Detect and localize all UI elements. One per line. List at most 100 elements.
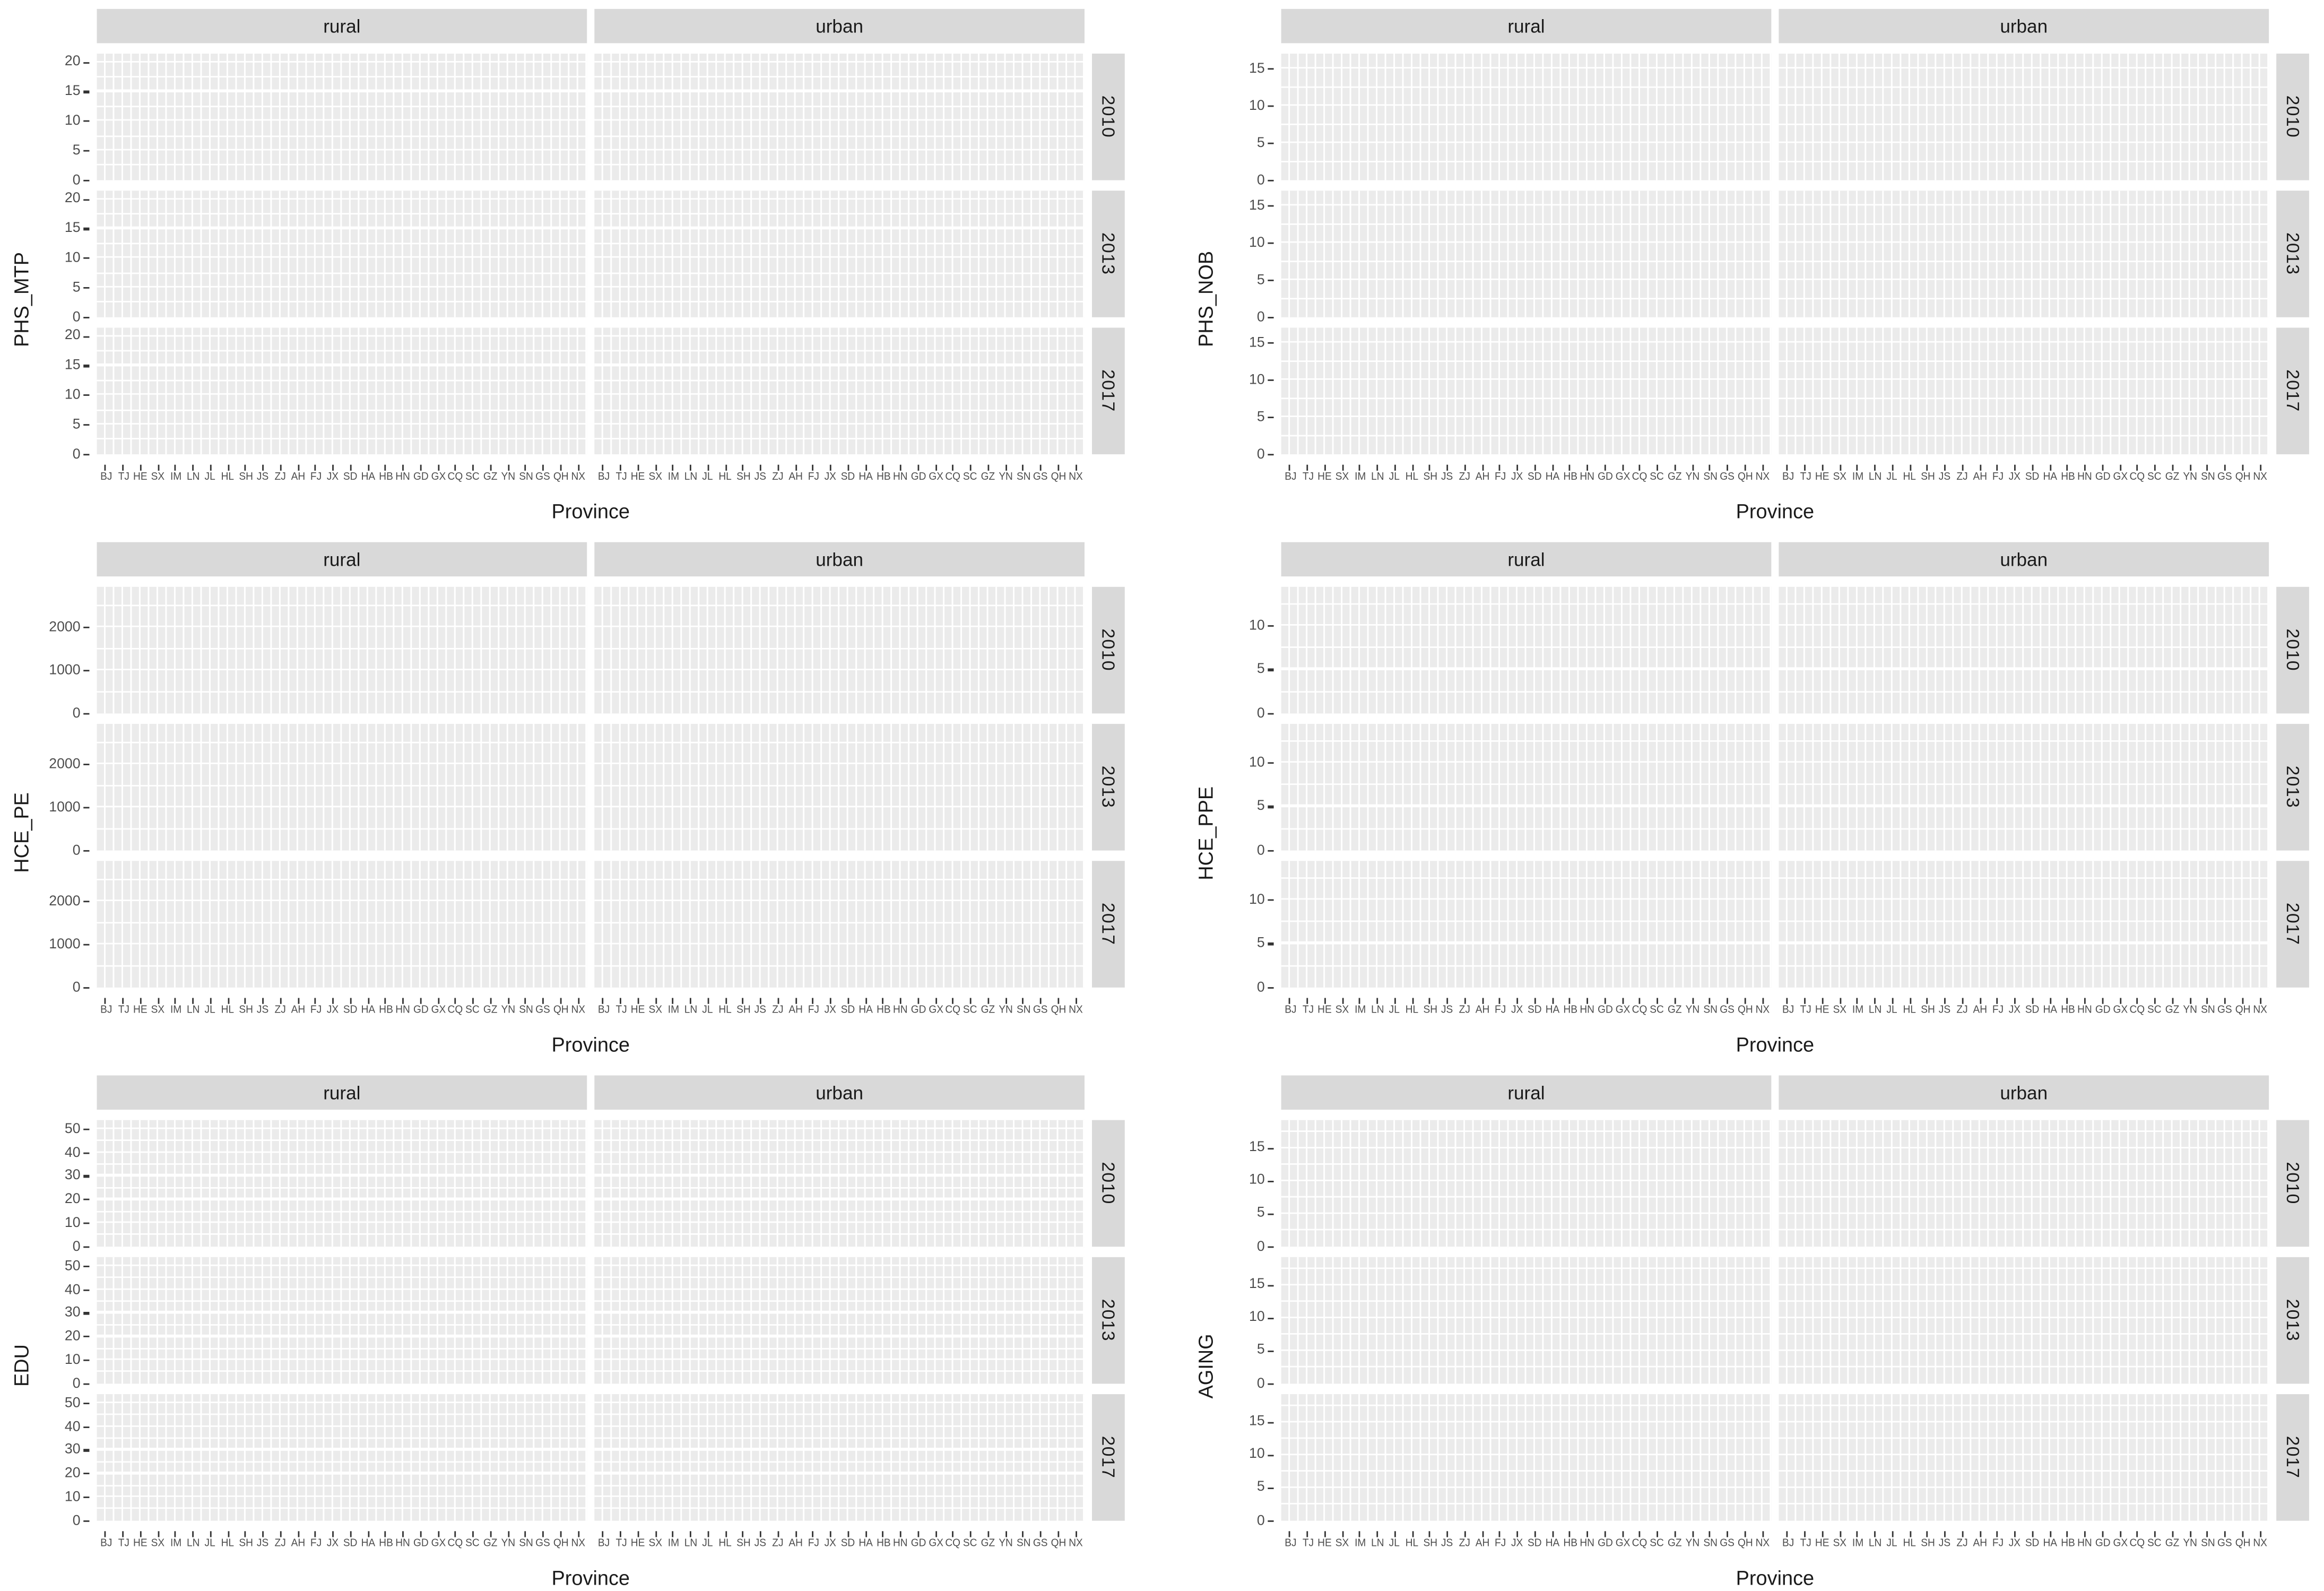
y-tick-mark [83, 1128, 90, 1130]
x-tick-HA: HA [359, 464, 377, 490]
x-tick-mark [847, 464, 849, 470]
x-tick-mark [725, 998, 727, 1004]
x-tick-mark [2259, 998, 2261, 1004]
x-tick-HL: HL [1404, 1531, 1421, 1557]
y-tick-mark [83, 1382, 90, 1385]
gridline-major [1281, 805, 1772, 807]
x-tick-label-GX: GX [1615, 468, 1630, 482]
y-tick-label: 2000 [49, 758, 90, 772]
y-tick-label: 0 [1257, 1377, 1274, 1391]
x-tick-SH: SH [237, 464, 254, 490]
x-tick-label-NX: NX [2253, 1001, 2267, 1015]
x-tick-SX: SX [149, 1531, 167, 1557]
bars-layer [1281, 1257, 1772, 1384]
x-tick-mark [1997, 998, 1999, 1004]
x-tick-label-YN: YN [999, 1535, 1013, 1549]
x-tick-mark [2119, 998, 2121, 1004]
x-tick-label-TJ: TJ [1799, 1001, 1811, 1015]
x-tick-mark [2119, 1531, 2121, 1537]
gridline-layer [1779, 1120, 2269, 1247]
y-tick-mark [83, 849, 90, 852]
plot-cell-EDU-rural-2017 [97, 1394, 587, 1521]
x-tick-mark [1074, 1531, 1077, 1537]
x-tick-FJ: FJ [307, 998, 324, 1023]
x-tick-mark [952, 464, 955, 470]
x-title-spacer [1220, 1567, 1274, 1591]
x-tick-label-IM: IM [667, 1535, 679, 1549]
x-tick-mark [1022, 998, 1025, 1004]
x-tick-mark [987, 464, 990, 470]
x-tick-SH: SH [1421, 1531, 1439, 1557]
x-tick-JX: JX [324, 998, 342, 1023]
y-tick-mark [83, 1496, 90, 1499]
x-tick-GS: GS [1719, 998, 1736, 1023]
gridline-minor [594, 605, 1085, 607]
plot-cell-PHS_NOB-rural-2010 [1281, 54, 1772, 180]
y-tick-text: 20 [64, 1465, 81, 1482]
y-tick-label: 20 [65, 1193, 90, 1207]
gridline-minor [1281, 260, 1772, 262]
year-strip-label: 2010 [2282, 1162, 2303, 1205]
year-strip-2017: 2017 [1092, 327, 1125, 455]
plot-cell-HCE_PPE-urban-2013 [1779, 724, 2269, 851]
x-tick-LN: LN [1369, 464, 1386, 490]
gridline-major [97, 1287, 587, 1290]
gridline-major [97, 1448, 587, 1451]
x-tick-LN: LN [1369, 1531, 1386, 1557]
gridline-minor [97, 243, 587, 244]
x-tick-label-QH: QH [553, 1535, 569, 1549]
x-tick-label-QH: QH [1737, 468, 1753, 482]
y-tick-mark [1268, 142, 1274, 144]
gridline-minor [1281, 1268, 1772, 1269]
y-tick-text: 5 [1256, 661, 1265, 678]
y-tick-text: 10 [1249, 1172, 1265, 1189]
y-tick-mark [83, 1289, 90, 1291]
x-tick-label-HL: HL [1406, 1001, 1419, 1015]
x-tick-label-TJ: TJ [117, 1535, 129, 1549]
x-tick-GS: GS [534, 464, 552, 490]
x-tick-label-JS: JS [257, 1001, 270, 1015]
y-tick-label: 5 [1257, 663, 1274, 677]
x-tick-mark [1839, 998, 1841, 1004]
gridline-minor [594, 742, 1085, 743]
x-tick-mark [525, 998, 527, 1004]
gridline-minor [97, 1508, 587, 1509]
x-tick-label-GD: GD [1597, 468, 1613, 482]
x-tick-mark [637, 1531, 639, 1537]
x-tick-mark [1359, 998, 1361, 1004]
x-tick-label-SN: SN [1016, 1535, 1030, 1549]
y-tick-label: 5 [73, 281, 90, 295]
x-tick-label-HN: HN [2077, 468, 2093, 482]
x-tick-mark [1621, 1531, 1624, 1537]
x-tick-mark [122, 1531, 124, 1537]
x-tick-mark [1446, 998, 1449, 1004]
x-tick-label-SH: SH [238, 1535, 253, 1549]
plot-cell-EDU-urban-2017 [594, 1394, 1085, 1521]
x-tick-JS: JS [1936, 464, 1954, 490]
x-tick-label-HB: HB [378, 1535, 393, 1549]
bars-layer [1281, 54, 1772, 180]
panel-PHS_MTP: PHS_MTP rural urban 0 5 10 15 20 2010 0 5 10 15 20 201… [9, 8, 1125, 524]
x-tick-mark [367, 464, 369, 470]
x-tick-JS: JS [254, 1531, 272, 1557]
x-tick-mark [934, 998, 937, 1004]
x-tick-HA: HA [2041, 1531, 2059, 1557]
x-tick-SH: SH [1421, 998, 1439, 1023]
x-tick-label-NX: NX [1755, 1001, 1770, 1015]
x-tick-mark [1429, 998, 1431, 1004]
x-tick-IM: IM [1849, 998, 1866, 1023]
x-tick-mark [122, 998, 124, 1004]
gridline-layer [1281, 724, 1772, 851]
x-tick-label-HE: HE [1815, 1535, 1830, 1549]
y-tick-mark [83, 62, 90, 64]
y-tick-text: 5 [1256, 1342, 1265, 1359]
x-tick-mark [1927, 998, 1929, 1004]
x-tick-label-HN: HN [2077, 1001, 2093, 1015]
x-tick-SH: SH [1919, 464, 1936, 490]
gridline-major [1779, 66, 2269, 69]
x-tick-label-GX: GX [1615, 1001, 1630, 1015]
x-tick-mark [742, 464, 744, 470]
y-tick-text: 50 [64, 1121, 81, 1138]
x-tick-label-SC: SC [466, 468, 481, 482]
x-tick-IM: IM [664, 998, 682, 1023]
